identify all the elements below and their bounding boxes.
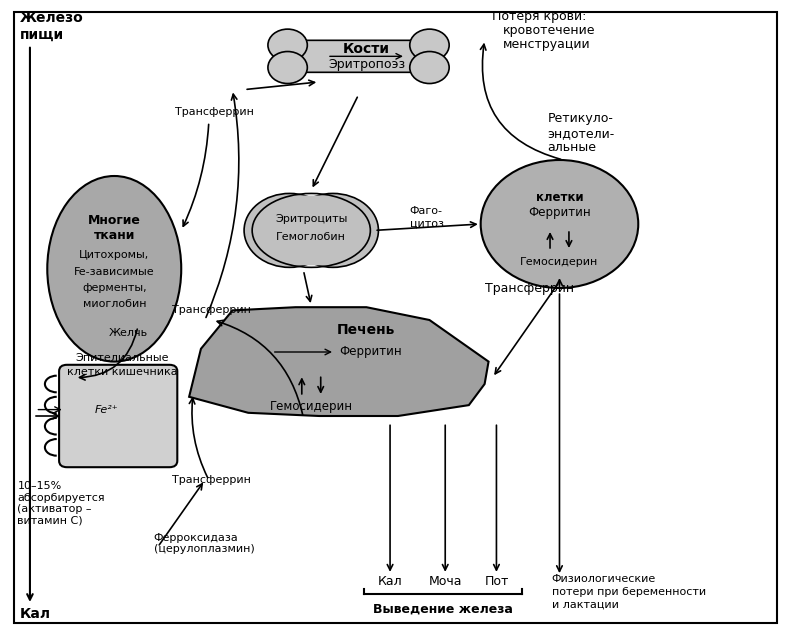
Text: (активатор –: (активатор –	[17, 504, 92, 515]
Text: Fe²⁺: Fe²⁺	[95, 404, 118, 415]
Text: (церулоплазмин): (церулоплазмин)	[154, 544, 255, 554]
Circle shape	[410, 51, 449, 84]
Text: альные: альные	[548, 141, 597, 154]
Text: Трансферрин: Трансферрин	[485, 282, 574, 294]
Text: цитоз: цитоз	[410, 219, 444, 229]
Text: Фаго-: Фаго-	[410, 206, 443, 216]
FancyBboxPatch shape	[285, 196, 337, 265]
Text: Физиологические: Физиологические	[552, 574, 656, 584]
Text: Трансферрин: Трансферрин	[172, 475, 251, 485]
Circle shape	[268, 51, 307, 84]
Circle shape	[481, 160, 638, 288]
Text: Эпителиальные: Эпителиальные	[76, 353, 169, 364]
Text: Гемоглобин: Гемоглобин	[277, 232, 346, 242]
Text: клетки: клетки	[536, 191, 583, 204]
Text: Желчь: Желчь	[109, 328, 148, 338]
Text: ферменты,: ферменты,	[82, 283, 147, 293]
Text: витамин С): витамин С)	[17, 516, 83, 526]
Text: Ферроксидаза: Ферроксидаза	[154, 532, 239, 543]
Circle shape	[268, 29, 307, 61]
Text: Эритроциты: Эритроциты	[275, 214, 348, 224]
FancyBboxPatch shape	[283, 40, 434, 72]
Text: 10–15%: 10–15%	[17, 481, 61, 492]
Text: Ретикуло-: Ретикуло-	[548, 112, 614, 125]
Text: Кал: Кал	[377, 575, 403, 588]
Text: Железо: Железо	[20, 11, 84, 25]
Text: миоглобин: миоглобин	[83, 299, 146, 309]
Text: и лактации: и лактации	[552, 600, 619, 610]
Text: эндотели-: эндотели-	[548, 127, 615, 140]
Text: Многие: Многие	[87, 214, 141, 227]
Circle shape	[410, 29, 449, 61]
Text: Кал: Кал	[20, 607, 50, 621]
Text: Моча: Моча	[429, 575, 462, 588]
Text: Цитохромы,: Цитохромы,	[79, 250, 150, 260]
FancyBboxPatch shape	[59, 365, 177, 467]
Text: Гемосидерин: Гемосидерин	[269, 400, 353, 413]
Text: клетки кишечника: клетки кишечника	[67, 367, 177, 378]
Text: пищи: пищи	[20, 28, 64, 42]
Circle shape	[244, 193, 335, 268]
Text: абсорбируется: абсорбируется	[17, 493, 105, 503]
Text: ткани: ткани	[94, 229, 135, 242]
Ellipse shape	[47, 176, 181, 362]
Text: потери при беременности: потери при беременности	[552, 587, 706, 597]
Text: Кости: Кости	[343, 42, 390, 56]
Text: кровотечение: кровотечение	[503, 24, 595, 37]
Text: Печень: Печень	[337, 323, 396, 337]
Text: Потеря крови:: Потеря крови:	[492, 10, 587, 22]
Circle shape	[288, 193, 378, 268]
Text: Ферритин: Ферритин	[339, 346, 402, 358]
Text: Трансферрин: Трансферрин	[175, 107, 254, 117]
Text: Эритропоэз: Эритропоэз	[328, 58, 405, 70]
Text: Трансферрин: Трансферрин	[172, 305, 251, 316]
Polygon shape	[189, 307, 489, 416]
Text: менструации: менструации	[503, 38, 590, 51]
Text: Пот: Пот	[485, 575, 508, 588]
Text: Ферритин: Ферритин	[528, 206, 591, 219]
Text: Выведение железа: Выведение железа	[373, 603, 513, 616]
Text: Fe-зависимые: Fe-зависимые	[74, 267, 154, 277]
Text: Гемосидерин: Гемосидерин	[520, 257, 599, 268]
